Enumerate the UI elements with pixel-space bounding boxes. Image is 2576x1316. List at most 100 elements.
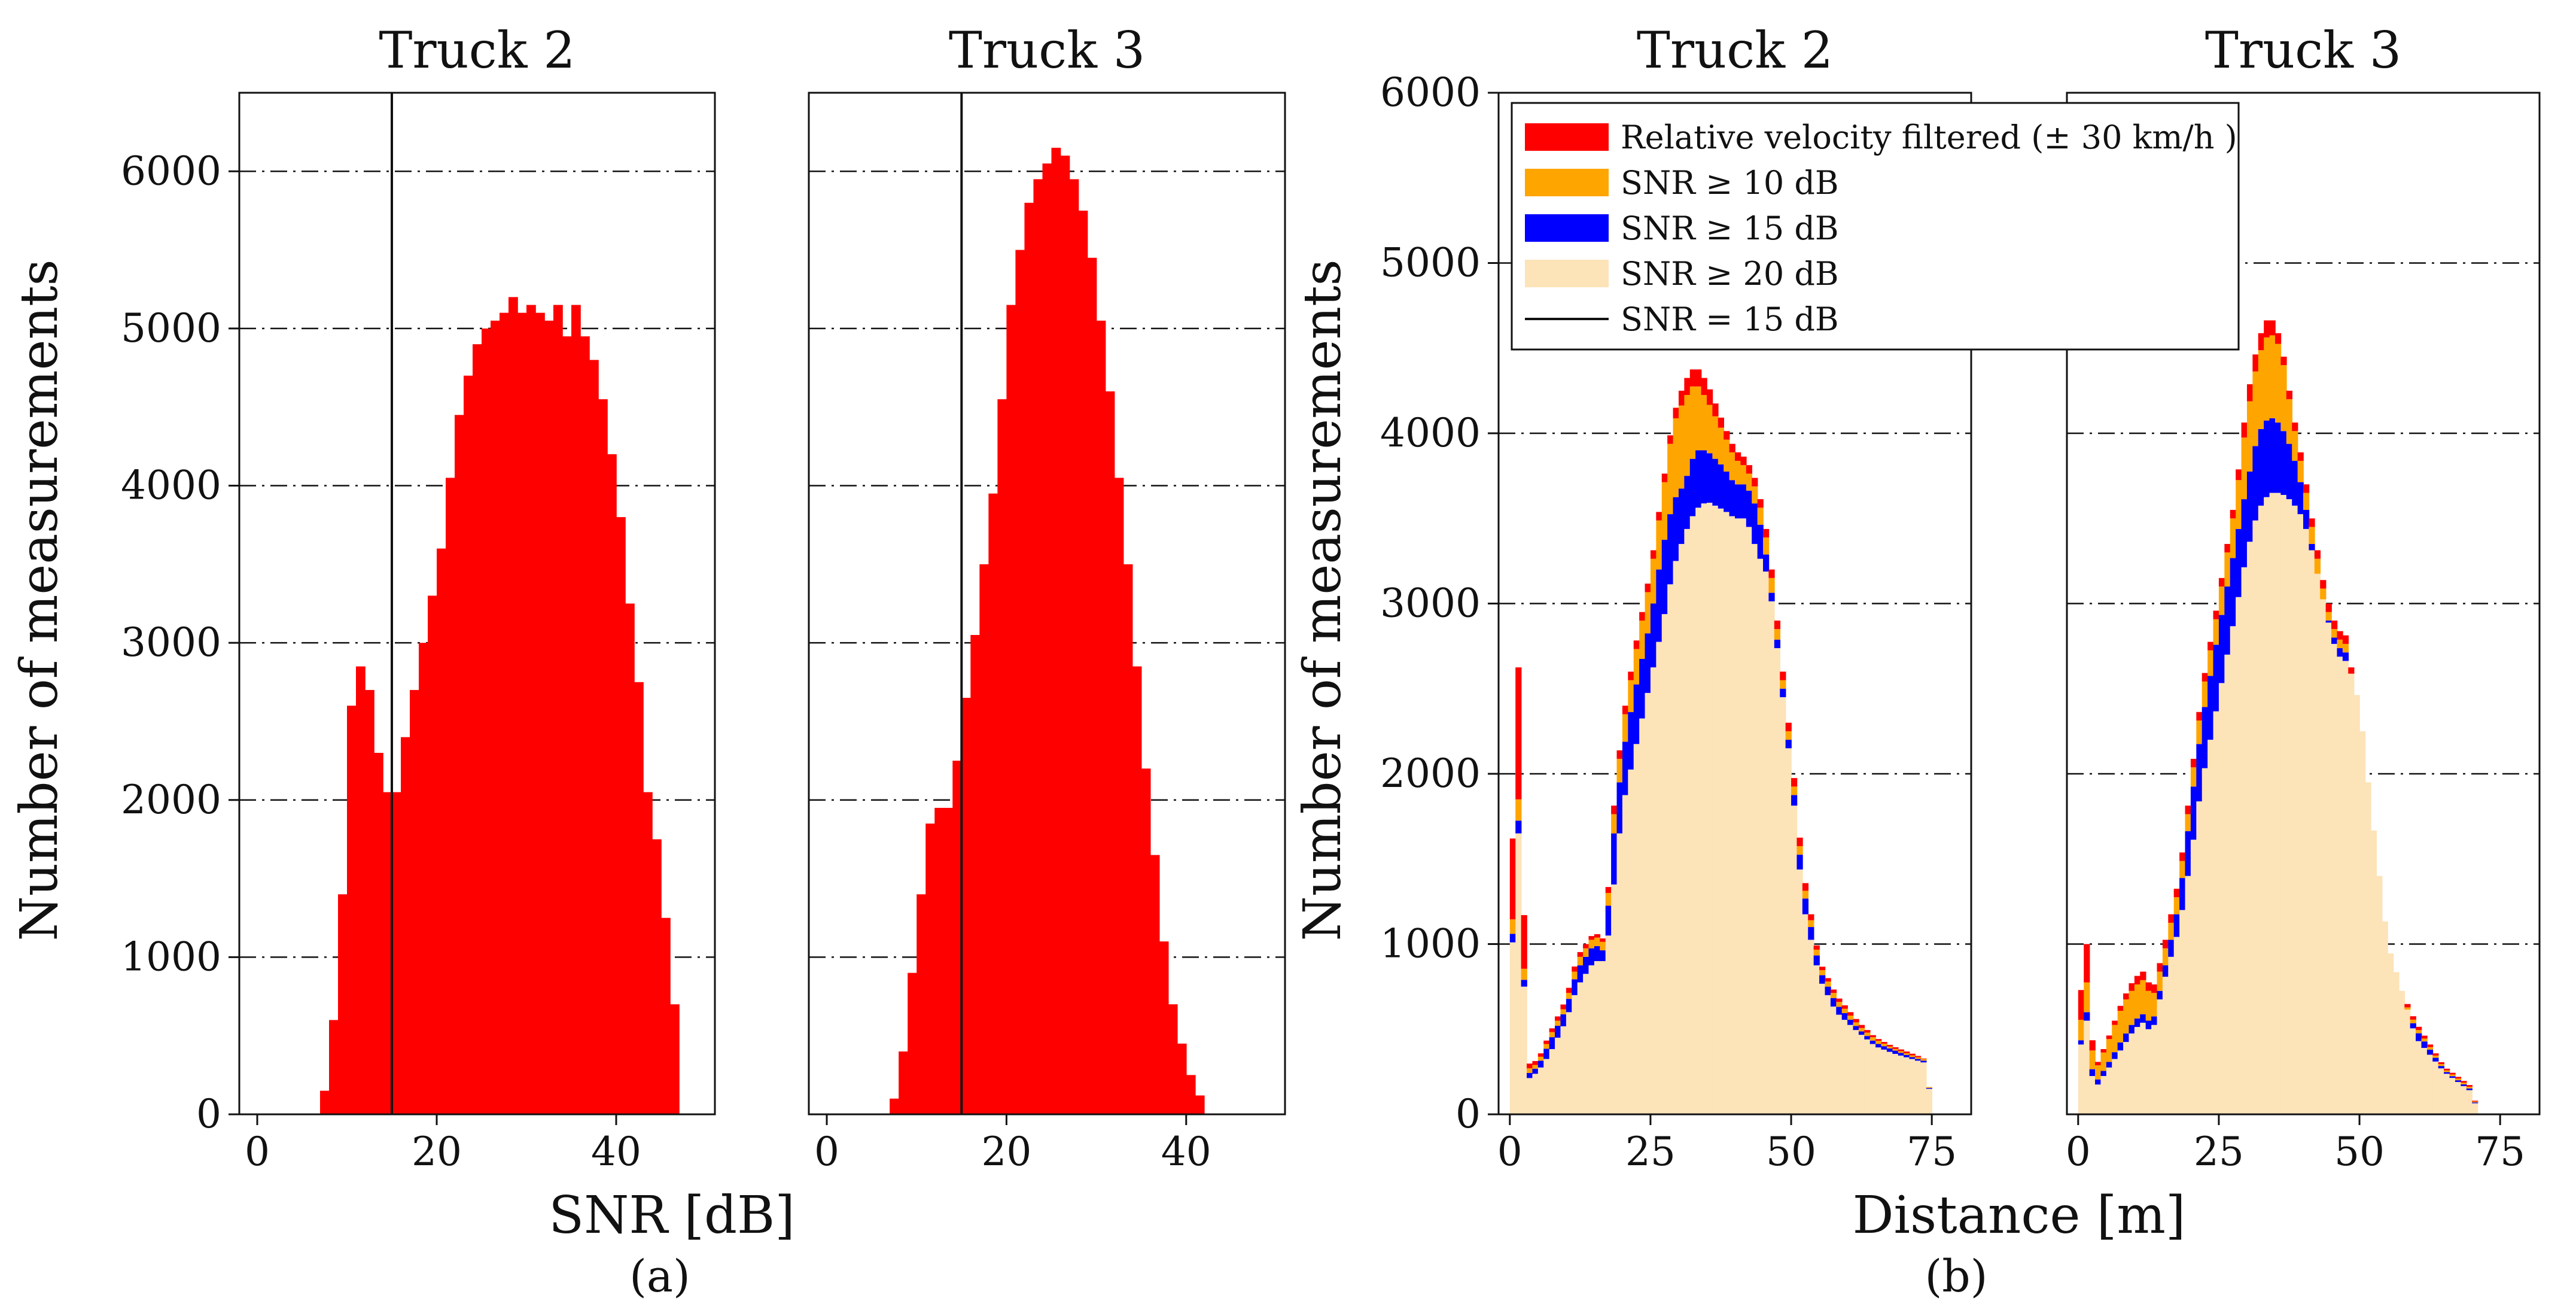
histogram-bar-segment (2140, 971, 2146, 980)
y-tick-label: 2000 (1380, 750, 1481, 797)
histogram-bar-segment (2416, 1041, 2422, 1114)
histogram-bar-segment (2196, 744, 2203, 802)
histogram-bar-segment (1537, 1067, 1545, 1114)
histogram-bar-segment (1836, 1014, 1843, 1114)
histogram-bar-segment (1920, 1062, 1927, 1114)
histogram-bar-segment (1521, 980, 1527, 987)
histogram-bar-segment (1684, 394, 1691, 476)
x-tick-label: 50 (1766, 1129, 1816, 1175)
histogram-bar-segment (2168, 914, 2175, 923)
histogram-bar-segment (1650, 558, 1657, 604)
histogram-bar (607, 454, 617, 1114)
histogram-bar-segment (1605, 935, 1612, 1114)
histogram-bar-segment (2274, 344, 2282, 423)
histogram-bar-segment (2095, 1084, 2102, 1114)
histogram-bar-segment (1763, 572, 1770, 1114)
histogram-bar-segment (2145, 1029, 2152, 1114)
histogram-bar-segment (2084, 944, 2090, 983)
histogram-bar-segment (1802, 914, 1809, 1114)
histogram-bar-segment (1645, 692, 1651, 1114)
histogram-bar-segment (2404, 1007, 2411, 1010)
histogram-bar-segment (2280, 365, 2287, 431)
y-tick-label: 0 (1456, 1091, 1481, 1137)
histogram-bar-segment (1566, 999, 1573, 1013)
histogram-bar-segment (2342, 635, 2349, 644)
histogram-bar-segment (2078, 1040, 2085, 1045)
histogram-bar (491, 320, 500, 1115)
histogram-bar-segment (1543, 1040, 1550, 1044)
panel-b-truck2: 0 25 50 75 0 1000 2000 3000 4000 5000 6000 Truck 2 (1380, 21, 1972, 1175)
histogram-bar-segment (2280, 356, 2287, 366)
histogram-bar-segment (2410, 1023, 2416, 1029)
histogram-bar-segment (2213, 645, 2219, 712)
histogram-bar-segment (1616, 782, 1623, 834)
histogram-bar-segment (1645, 583, 1651, 592)
histogram-bar-segment (1650, 550, 1657, 559)
histogram-bar-segment (1616, 750, 1623, 759)
histogram-bar-segment (2230, 558, 2236, 627)
histogram-bar-segment (1577, 965, 1584, 983)
histogram-bar-segment (1639, 620, 1646, 659)
histogram-bar-segment (2089, 1075, 2096, 1114)
histogram-bar-segment (2325, 603, 2332, 612)
histogram-bar-segment (1791, 778, 1798, 787)
histogram-bar-segment (1740, 484, 1747, 519)
histogram-bar-segment (1650, 603, 1657, 668)
histogram-bar-segment (2337, 631, 2343, 640)
histogram-bar-segment (2264, 420, 2270, 497)
histogram-bar-segment (2303, 484, 2310, 493)
histogram-bar-segment (2461, 1086, 2467, 1114)
histogram-bar-segment (2134, 1018, 2141, 1028)
histogram-bar-segment (2134, 975, 2141, 984)
histogram-bar-segment (2162, 948, 2169, 966)
histogram-bar-segment (1656, 512, 1662, 521)
histogram-bar-segment (1914, 1056, 1922, 1057)
histogram-bar-segment (1813, 955, 1820, 966)
histogram-bar-segment (1914, 1059, 1922, 1061)
histogram-bar-segment (2129, 1033, 2135, 1114)
histogram-bar-segment (2331, 643, 2338, 1114)
histogram-bar-segment (1886, 1046, 1893, 1048)
histogram-bar-segment (2117, 1005, 2124, 1011)
y-tick-label: 4000 (121, 463, 221, 509)
histogram-bar-segment (1706, 405, 1713, 454)
histogram-bar-segment (1926, 1087, 1932, 1089)
ylabel-panel-a: Number of measurements (10, 259, 69, 941)
histogram-bar-segment (2089, 1050, 2096, 1069)
histogram-bar-segment (2416, 1030, 2422, 1034)
histogram-bar-segment (1521, 968, 1527, 980)
histogram-bar-segment (1600, 938, 1606, 942)
histogram-bar (1096, 320, 1106, 1115)
histogram-bar-segment (2230, 626, 2236, 1114)
histogram-bar-segment (1780, 688, 1786, 697)
histogram-bar (383, 792, 392, 1114)
x-tick-label: 50 (2334, 1129, 2385, 1175)
histogram-bar (329, 1020, 339, 1114)
histogram-bar-segment (1656, 569, 1662, 642)
histogram-bar-segment (1729, 452, 1735, 481)
histogram-bar-segment (2173, 897, 2180, 914)
histogram-bar-segment (2274, 333, 2282, 344)
histogram-bar (1024, 202, 1034, 1114)
histogram-bar-segment (2123, 1033, 2130, 1043)
histogram-bar-segment (1752, 486, 1758, 504)
histogram-bar-segment (1830, 1006, 1837, 1114)
histogram-bar-segment (2218, 683, 2225, 1114)
histogram-bar-segment (1639, 612, 1646, 621)
histogram-bar-segment (2151, 1016, 2158, 1025)
x-tick-label: 40 (1161, 1129, 1211, 1175)
histogram-bar-segment (1583, 956, 1590, 974)
histogram-bar-segment (1780, 680, 1786, 689)
histogram-bar-segment (2274, 493, 2282, 1115)
ylabel-panel-b: Number of measurements (1293, 259, 1353, 941)
histogram-bar-segment (1667, 584, 1674, 1114)
histogram-bar-segment (2236, 528, 2242, 597)
histogram-bar-segment (1802, 890, 1809, 899)
histogram-bar-segment (1639, 718, 1646, 1114)
histogram-bar-segment (2353, 695, 2360, 1114)
histogram-bar-segment (2129, 983, 2135, 991)
histogram-bar-segment (1858, 1025, 1865, 1028)
histogram-bar-segment (1869, 1035, 1876, 1038)
histogram-bar-segment (1605, 893, 1612, 906)
histogram-bar-segment (2472, 1103, 2478, 1114)
